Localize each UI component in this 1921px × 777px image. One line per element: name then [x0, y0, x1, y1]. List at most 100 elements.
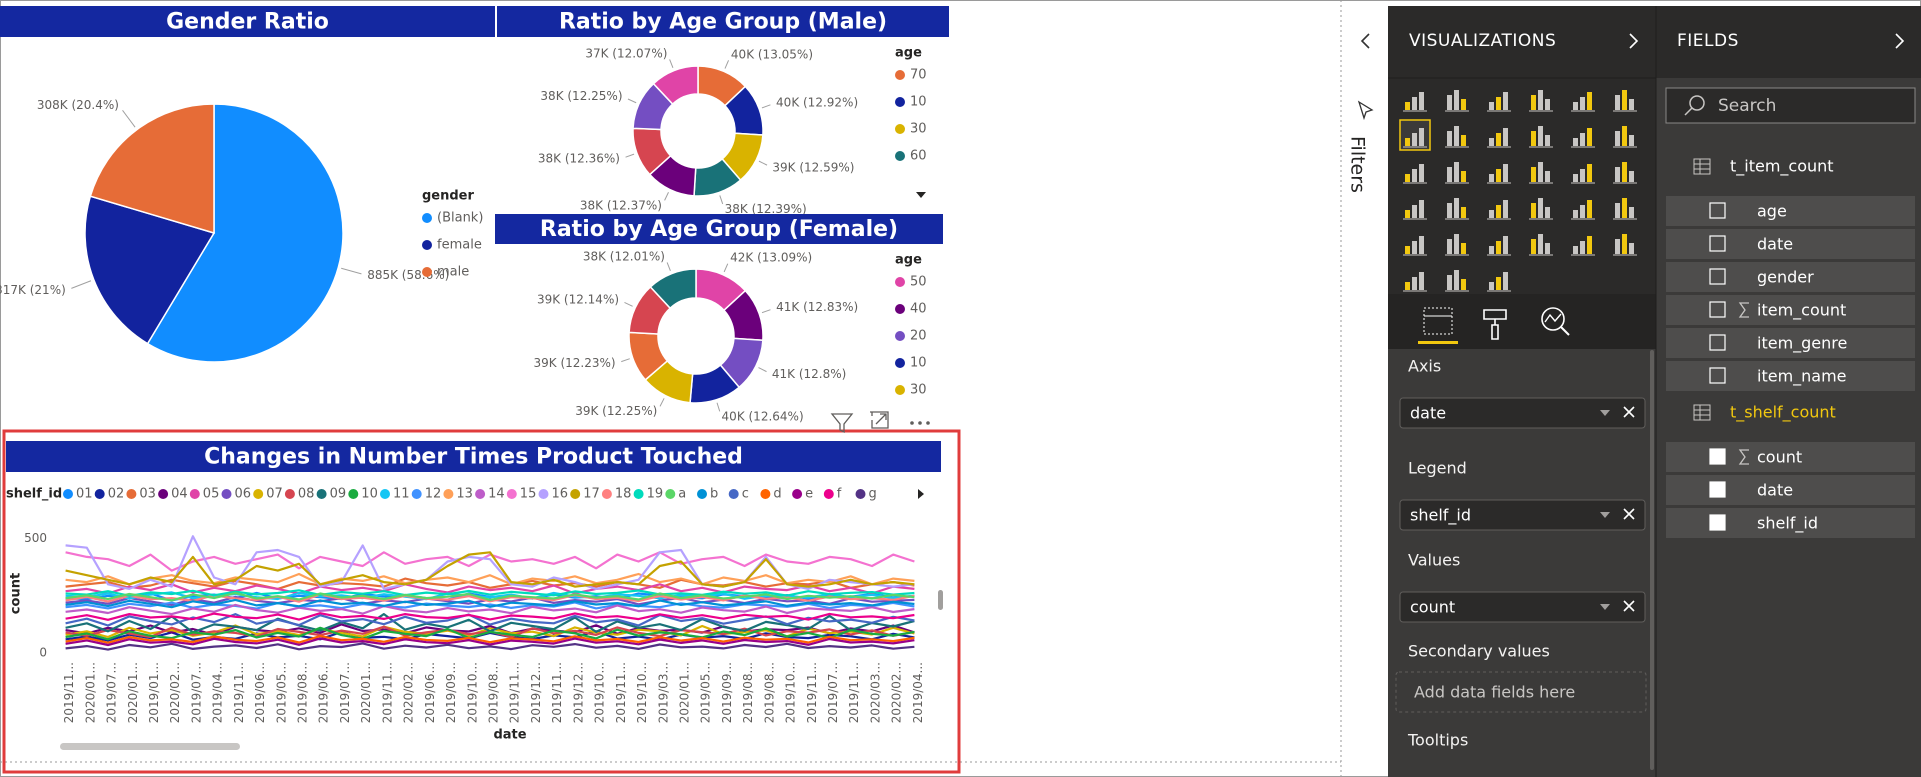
field-name[interactable]: age — [1757, 202, 1787, 221]
field-name[interactable]: item_name — [1757, 367, 1847, 387]
visual-icon[interactable] — [1529, 234, 1553, 256]
legend-marker[interactable] — [422, 213, 432, 223]
legend-label[interactable]: 04 — [171, 487, 188, 502]
visual-icon[interactable] — [1403, 272, 1427, 292]
legend-marker[interactable] — [895, 70, 905, 80]
series-line[interactable] — [65, 637, 915, 647]
field-checkbox[interactable] — [1709, 268, 1726, 285]
legend-label[interactable]: 60 — [910, 149, 927, 164]
field-checkbox[interactable] — [1709, 481, 1726, 498]
visual-icon[interactable] — [1445, 126, 1469, 148]
visual-icon[interactable] — [1445, 162, 1469, 184]
v-scrollbar[interactable] — [938, 590, 943, 610]
legend-label[interactable]: 09 — [330, 487, 347, 502]
legend-label[interactable]: 10 — [361, 487, 378, 502]
field-row[interactable] — [1666, 196, 1915, 226]
well-box[interactable] — [1399, 397, 1646, 429]
legend-marker[interactable] — [792, 489, 803, 499]
legend-label[interactable]: 30 — [910, 122, 927, 137]
visual-icon[interactable] — [1529, 126, 1553, 148]
analytics-tab-icon[interactable] — [1541, 307, 1570, 336]
field-row[interactable] — [1666, 229, 1915, 259]
focus-icon[interactable] — [870, 411, 889, 429]
series-line[interactable] — [65, 572, 915, 586]
visual-icon[interactable] — [1445, 234, 1469, 256]
expand-chevron[interactable] — [1629, 33, 1639, 49]
legend-label[interactable]: 11 — [393, 487, 410, 502]
legend-marker[interactable] — [895, 151, 905, 161]
field-name[interactable]: item_count — [1757, 301, 1846, 321]
visual-icon[interactable] — [1571, 164, 1595, 184]
visual-icon[interactable] — [1445, 270, 1469, 292]
visual-icon[interactable] — [1487, 164, 1511, 184]
visual-icon[interactable] — [1571, 236, 1595, 256]
legend-label[interactable]: 16 — [552, 487, 569, 502]
visual-icon[interactable] — [1487, 92, 1511, 112]
legend-marker[interactable] — [411, 489, 422, 499]
legend-label[interactable]: 20 — [910, 329, 927, 344]
legend-label[interactable]: e — [805, 487, 813, 502]
series-line[interactable] — [65, 603, 915, 616]
fields-tab-icon[interactable] — [1423, 307, 1453, 335]
well-field[interactable]: shelf_id — [1410, 506, 1471, 526]
legend-marker[interactable] — [253, 489, 264, 499]
legend-marker[interactable] — [895, 331, 905, 341]
series-line[interactable] — [65, 626, 915, 641]
legend-label[interactable]: f — [837, 487, 842, 502]
legend-marker[interactable] — [422, 267, 432, 277]
legend-marker[interactable] — [823, 489, 834, 499]
field-name[interactable]: item_genre — [1757, 334, 1847, 354]
legend-marker[interactable] — [348, 489, 359, 499]
legend-label[interactable]: (Blank) — [437, 211, 483, 226]
table-name[interactable]: t_item_count — [1730, 157, 1834, 177]
field-name[interactable]: date — [1757, 481, 1793, 500]
legend-marker[interactable] — [284, 489, 295, 499]
field-checkbox[interactable] — [1709, 235, 1726, 252]
visual-icon[interactable] — [1571, 92, 1595, 112]
legend-label[interactable]: c — [742, 487, 749, 502]
legend-label[interactable]: 08 — [298, 487, 315, 502]
legend-marker[interactable] — [665, 489, 676, 499]
series-line[interactable] — [65, 598, 915, 609]
legend-marker[interactable] — [158, 489, 169, 499]
legend-marker[interactable] — [697, 489, 707, 499]
well-field[interactable]: date — [1410, 404, 1446, 423]
visual-icon[interactable] — [1445, 198, 1469, 220]
legend-marker[interactable] — [760, 489, 771, 499]
legend-label[interactable]: 03 — [139, 487, 156, 502]
field-row[interactable] — [1666, 475, 1915, 505]
field-checkbox[interactable] — [1709, 367, 1726, 384]
series-line[interactable] — [65, 591, 915, 602]
well-remove[interactable] — [1623, 508, 1635, 520]
format-tab-icon[interactable] — [1483, 309, 1507, 340]
legend-marker[interactable] — [895, 97, 905, 107]
legend-marker[interactable] — [94, 489, 105, 499]
visual-icon[interactable] — [1403, 92, 1427, 112]
legend-marker[interactable] — [895, 385, 905, 395]
legend-marker[interactable] — [895, 358, 905, 368]
legend-label[interactable]: a — [678, 487, 686, 502]
well-box[interactable] — [1399, 591, 1646, 623]
more-options-dot[interactable] — [918, 421, 922, 425]
well-dropdown[interactable] — [1600, 604, 1610, 610]
visual-icon[interactable] — [1403, 200, 1427, 220]
series-line[interactable] — [65, 583, 915, 595]
slice[interactable] — [84, 195, 216, 345]
field-checkbox[interactable] — [1709, 334, 1726, 351]
filter-icon[interactable] — [830, 413, 854, 434]
visual-icon[interactable] — [1445, 90, 1469, 112]
slice[interactable] — [146, 103, 344, 363]
legend-label[interactable]: 01 — [76, 487, 93, 502]
field-name[interactable]: count — [1757, 448, 1802, 467]
series-line[interactable] — [65, 613, 915, 627]
visual-icon[interactable] — [1613, 90, 1637, 112]
well-box[interactable] — [1399, 499, 1646, 531]
more-options-dot[interactable] — [926, 421, 930, 425]
field-row[interactable] — [1666, 262, 1915, 292]
legend-label[interactable]: 07 — [266, 487, 283, 502]
series-line[interactable] — [65, 601, 915, 610]
well-dropdown[interactable] — [1600, 512, 1610, 518]
legend-label[interactable]: 14 — [488, 487, 505, 502]
visual-icon[interactable] — [1399, 119, 1431, 151]
legend-marker[interactable] — [895, 277, 905, 287]
